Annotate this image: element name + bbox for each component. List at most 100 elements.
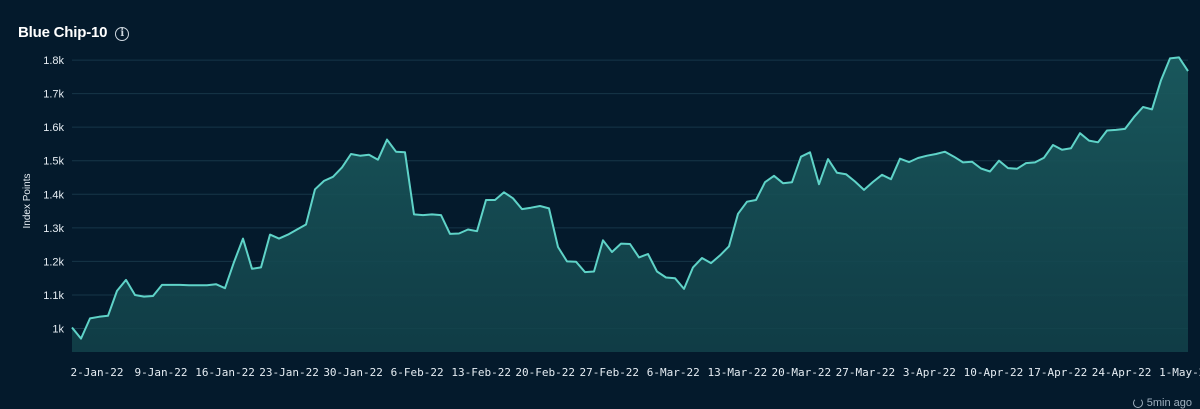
- data-point: [98, 316, 100, 318]
- data-point: [584, 271, 586, 273]
- data-point: [305, 224, 307, 226]
- data-point: [377, 159, 379, 161]
- data-point: [152, 295, 154, 297]
- data-point: [557, 246, 559, 248]
- data-point: [1151, 108, 1153, 110]
- chart-header: Blue Chip-10 i: [18, 24, 130, 41]
- data-point: [503, 191, 505, 193]
- y-tick-label: 1.5k: [43, 156, 64, 168]
- data-point: [800, 156, 802, 158]
- data-point: [935, 153, 937, 155]
- x-tick-label: 9-Jan-22: [135, 366, 188, 379]
- y-axis-title: Index Points: [22, 173, 33, 228]
- x-tick-label: 24-Apr-22: [1092, 366, 1152, 379]
- x-tick-label: 20-Mar-22: [772, 366, 832, 379]
- data-point: [890, 178, 892, 180]
- data-point: [998, 160, 1000, 162]
- info-icon[interactable]: i: [115, 26, 130, 41]
- data-point: [422, 214, 424, 216]
- data-point: [827, 158, 829, 160]
- y-tick-label: 1.1k: [43, 290, 64, 302]
- data-point: [1124, 128, 1126, 130]
- data-point: [440, 214, 442, 216]
- x-tick-label: 6-Mar-22: [647, 366, 700, 379]
- y-tick-label: 1.2k: [43, 256, 64, 268]
- data-point: [1034, 161, 1036, 163]
- data-point: [845, 173, 847, 175]
- data-point: [161, 284, 163, 286]
- data-point: [773, 175, 775, 177]
- data-point: [593, 271, 595, 273]
- data-point: [692, 266, 694, 268]
- x-tick-label: 27-Mar-22: [836, 366, 896, 379]
- data-point: [485, 199, 487, 201]
- data-point: [1160, 79, 1162, 81]
- data-point: [638, 256, 640, 258]
- data-point: [476, 230, 478, 232]
- data-point: [953, 156, 955, 158]
- data-point: [566, 260, 568, 262]
- data-point: [1061, 149, 1063, 151]
- data-point: [1070, 147, 1072, 149]
- y-tick-label: 1.3k: [43, 223, 64, 235]
- data-point: [494, 199, 496, 201]
- data-point: [755, 199, 757, 201]
- refresh-icon: [1132, 398, 1143, 408]
- data-point: [1133, 116, 1135, 118]
- data-point: [539, 205, 541, 207]
- last-updated: 5min ago: [1132, 397, 1192, 409]
- data-point: [233, 261, 235, 263]
- data-point: [710, 262, 712, 264]
- data-point: [989, 171, 991, 173]
- data-point: [629, 243, 631, 245]
- data-point: [1079, 132, 1081, 134]
- data-point: [170, 284, 172, 286]
- data-point: [881, 174, 883, 176]
- data-point: [1052, 144, 1054, 146]
- data-point: [782, 182, 784, 184]
- data-point: [287, 234, 289, 236]
- data-point: [1169, 57, 1171, 59]
- y-tick-label: 1.8k: [43, 55, 64, 67]
- data-point: [206, 284, 208, 286]
- data-point: [395, 151, 397, 153]
- data-point: [818, 183, 820, 185]
- data-point: [548, 207, 550, 209]
- data-point: [809, 151, 811, 153]
- data-point: [647, 253, 649, 255]
- data-point: [134, 294, 136, 296]
- x-tick-label: 6-Feb-22: [391, 366, 444, 379]
- data-point: [944, 151, 946, 153]
- data-point: [341, 166, 343, 168]
- data-point: [926, 155, 928, 157]
- data-point: [665, 277, 667, 279]
- data-point: [575, 261, 577, 263]
- data-point: [1088, 140, 1090, 142]
- data-point: [269, 234, 271, 236]
- data-point: [323, 180, 325, 182]
- data-point: [314, 188, 316, 190]
- data-point: [737, 213, 739, 215]
- data-point: [296, 229, 298, 231]
- data-point: [386, 139, 388, 141]
- y-tick-label: 1.7k: [43, 89, 64, 101]
- data-point: [431, 213, 433, 215]
- data-point: [701, 257, 703, 259]
- data-point: [908, 161, 910, 163]
- data-point: [683, 288, 685, 290]
- data-point: [512, 197, 514, 199]
- data-point: [1025, 162, 1027, 164]
- x-tick-label: 27-Feb-22: [579, 366, 639, 379]
- x-tick-label: 10-Apr-22: [964, 366, 1024, 379]
- data-point: [125, 279, 127, 281]
- data-point: [962, 161, 964, 163]
- data-point: [521, 208, 523, 210]
- data-point: [719, 254, 721, 256]
- data-point: [350, 153, 352, 155]
- data-point: [143, 296, 145, 298]
- data-point: [332, 176, 334, 178]
- data-point: [602, 239, 604, 241]
- data-point: [458, 233, 460, 235]
- x-tick-label: 30-Jan-22: [323, 366, 383, 379]
- data-point: [1007, 167, 1009, 169]
